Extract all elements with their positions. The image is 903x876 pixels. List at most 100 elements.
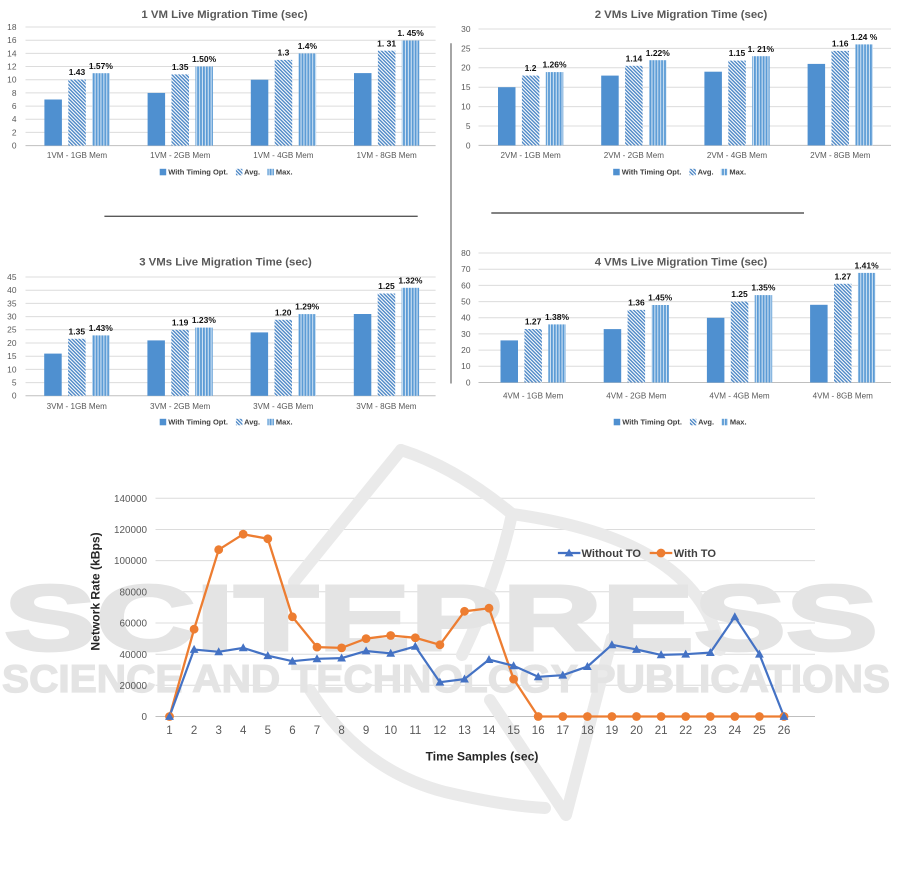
svg-text:Max.: Max. (729, 168, 746, 177)
svg-text:1.43: 1.43 (69, 67, 86, 77)
svg-text:16: 16 (7, 35, 17, 45)
svg-text:45: 45 (7, 272, 17, 282)
svg-text:Avg.: Avg. (244, 418, 260, 427)
svg-text:Max.: Max. (276, 418, 293, 427)
svg-text:With Timing Opt.: With Timing Opt. (168, 168, 228, 177)
svg-text:30: 30 (461, 24, 471, 34)
svg-text:6: 6 (289, 725, 295, 737)
svg-text:40: 40 (461, 313, 471, 323)
svg-text:60000: 60000 (120, 619, 148, 630)
svg-text:1.32%: 1.32% (398, 275, 423, 285)
svg-text:24: 24 (728, 725, 741, 737)
svg-text:18: 18 (581, 725, 594, 737)
svg-text:12: 12 (434, 725, 447, 737)
svg-text:14: 14 (7, 48, 17, 58)
svg-text:2VM - 1GB Mem: 2VM - 1GB Mem (500, 151, 561, 160)
svg-text:1.50%: 1.50% (192, 54, 217, 64)
svg-text:SCIENCE AND TECHNOLOGY PUBLICA: SCIENCE AND TECHNOLOGY PUBLICATIONS (2, 658, 890, 701)
svg-text:10: 10 (384, 725, 397, 737)
svg-text:1.27: 1.27 (525, 317, 542, 327)
svg-text:2: 2 (191, 725, 197, 737)
svg-text:0: 0 (12, 391, 17, 401)
svg-text:2 VMs Live Migration Time (sec: 2 VMs Live Migration Time (sec) (595, 9, 768, 21)
svg-text:23: 23 (704, 725, 717, 737)
svg-text:1.24 %: 1.24 % (851, 32, 878, 42)
svg-text:14: 14 (483, 725, 496, 737)
svg-text:1VM - 8GB Mem: 1VM - 8GB Mem (356, 151, 417, 160)
svg-text:35: 35 (7, 298, 17, 308)
svg-text:12: 12 (7, 61, 17, 71)
svg-text:1.14: 1.14 (626, 53, 643, 63)
svg-text:8: 8 (12, 88, 17, 98)
svg-text:40000: 40000 (120, 650, 148, 661)
svg-text:Time Samples (sec): Time Samples (sec) (426, 749, 539, 763)
svg-text:1.36: 1.36 (628, 298, 645, 308)
svg-text:1.22%: 1.22% (646, 48, 671, 58)
svg-text:1VM - 2GB Mem: 1VM - 2GB Mem (150, 151, 211, 160)
svg-text:3VM - 8GB Mem: 3VM - 8GB Mem (356, 402, 417, 411)
svg-text:120000: 120000 (114, 525, 147, 536)
svg-text:50: 50 (461, 297, 471, 307)
svg-text:10: 10 (7, 75, 17, 85)
svg-text:1.19: 1.19 (172, 317, 189, 327)
svg-text:1.35%: 1.35% (751, 283, 776, 293)
svg-text:With Timing Opt.: With Timing Opt. (168, 418, 228, 427)
svg-text:20: 20 (461, 63, 471, 73)
svg-text:15: 15 (461, 82, 471, 92)
svg-text:25: 25 (7, 325, 17, 335)
svg-text:1.43%: 1.43% (89, 323, 114, 333)
svg-text:1VM - 1GB Mem: 1VM - 1GB Mem (47, 151, 108, 160)
svg-text:Avg.: Avg. (698, 168, 714, 177)
svg-text:7: 7 (314, 725, 320, 737)
svg-text:80000: 80000 (120, 587, 148, 598)
svg-text:21: 21 (655, 725, 668, 737)
svg-text:18: 18 (7, 22, 17, 32)
svg-text:13: 13 (458, 725, 471, 737)
svg-text:Max.: Max. (730, 418, 747, 427)
svg-text:1.35: 1.35 (172, 62, 189, 72)
svg-text:3VM - 2GB Mem: 3VM - 2GB Mem (150, 402, 211, 411)
svg-text:60: 60 (461, 280, 471, 290)
svg-text:1.57%: 1.57% (89, 61, 114, 71)
svg-text:1. 45%: 1. 45% (397, 28, 424, 38)
svg-text:2VM - 8GB Mem: 2VM - 8GB Mem (810, 151, 871, 160)
svg-text:20: 20 (630, 725, 643, 737)
svg-text:Avg.: Avg. (244, 168, 260, 177)
svg-text:1.4%: 1.4% (298, 41, 318, 51)
svg-text:With TO: With TO (674, 548, 717, 560)
svg-text:1 VM Live Migration Time (sec): 1 VM Live Migration Time (sec) (141, 9, 307, 21)
svg-text:10: 10 (7, 364, 17, 374)
svg-text:1. 31: 1. 31 (377, 38, 396, 48)
svg-text:3VM - 4GB Mem: 3VM - 4GB Mem (253, 402, 314, 411)
svg-text:5: 5 (12, 378, 17, 388)
svg-text:1.20: 1.20 (275, 307, 292, 317)
svg-text:1.41%: 1.41% (855, 261, 880, 271)
svg-text:16: 16 (532, 725, 545, 737)
svg-text:20: 20 (461, 345, 471, 355)
svg-text:6: 6 (12, 101, 17, 111)
svg-text:0: 0 (12, 141, 17, 151)
svg-text:22: 22 (679, 725, 692, 737)
svg-text:1.2: 1.2 (525, 63, 537, 73)
svg-text:100000: 100000 (114, 556, 147, 567)
svg-text:5: 5 (466, 121, 471, 131)
svg-text:Network Rate (kBps): Network Rate (kBps) (88, 532, 102, 650)
svg-text:1. 21%: 1. 21% (748, 44, 775, 54)
svg-text:70: 70 (461, 264, 471, 274)
svg-text:0: 0 (142, 712, 148, 723)
svg-text:10: 10 (461, 361, 471, 371)
svg-text:11: 11 (409, 725, 421, 737)
svg-text:1.38%: 1.38% (545, 312, 570, 322)
svg-text:4VM - 2GB Mem: 4VM - 2GB Mem (606, 392, 667, 401)
svg-text:Avg.: Avg. (698, 418, 714, 427)
svg-text:4VM - 1GB Mem: 4VM - 1GB Mem (503, 392, 564, 401)
svg-text:0: 0 (466, 377, 471, 387)
svg-text:2VM - 4GB Mem: 2VM - 4GB Mem (707, 151, 768, 160)
svg-text:26: 26 (778, 725, 791, 737)
svg-text:2VM - 2GB Mem: 2VM - 2GB Mem (604, 151, 665, 160)
svg-text:80: 80 (461, 248, 471, 258)
svg-text:4 VMs Live Migration Time (sec: 4 VMs Live Migration Time (sec) (595, 257, 768, 269)
svg-text:30: 30 (461, 329, 471, 339)
svg-text:25: 25 (461, 43, 471, 53)
svg-text:9: 9 (363, 725, 369, 737)
